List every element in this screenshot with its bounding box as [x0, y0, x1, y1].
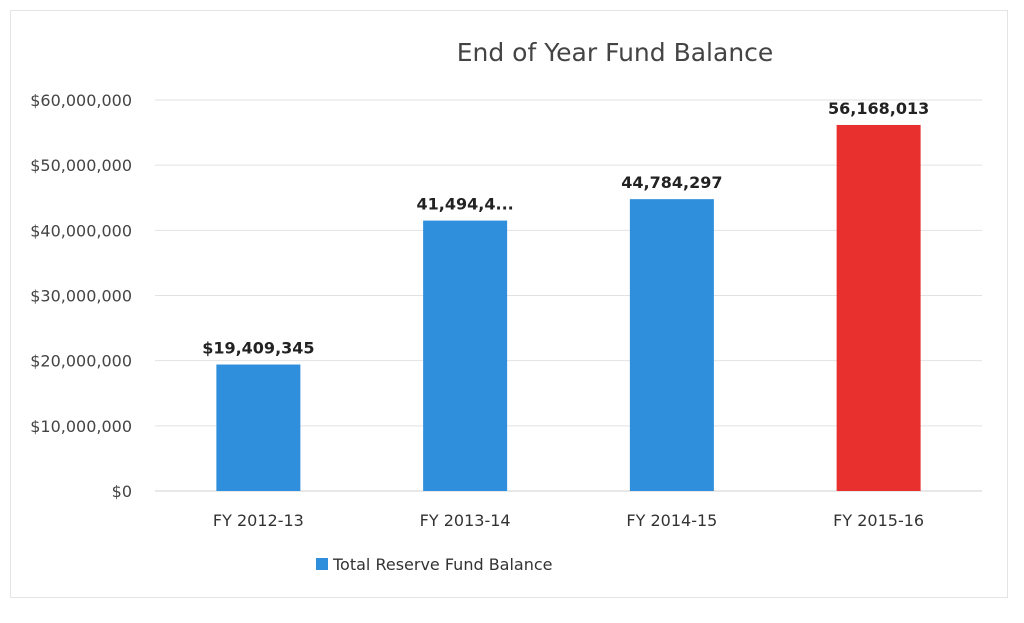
legend: Total Reserve Fund Balance — [316, 555, 553, 574]
y-tick-label: $0 — [112, 482, 132, 501]
y-tick-label: $60,000,000 — [30, 91, 132, 110]
x-tick-label: FY 2015-16 — [833, 511, 924, 530]
y-tick-label: $50,000,000 — [30, 156, 132, 175]
chart-title: End of Year Fund Balance — [457, 38, 774, 67]
data-label: 41,494,4... — [417, 195, 514, 214]
bar — [216, 364, 301, 491]
bar — [836, 124, 921, 492]
bar — [629, 199, 714, 491]
data-label: $19,409,345 — [202, 339, 314, 358]
bar — [423, 220, 508, 491]
x-tick-label: FY 2013-14 — [420, 511, 511, 530]
data-label: 56,168,013 — [828, 99, 929, 118]
y-tick-label: $40,000,000 — [30, 221, 132, 240]
x-tick-label: FY 2012-13 — [213, 511, 304, 530]
x-tick-label: FY 2014-15 — [626, 511, 717, 530]
legend-swatch — [316, 558, 328, 570]
y-tick-label: $20,000,000 — [30, 352, 132, 371]
y-tick-label: $30,000,000 — [30, 287, 132, 306]
legend-label: Total Reserve Fund Balance — [332, 555, 553, 574]
y-tick-label: $10,000,000 — [30, 417, 132, 436]
data-label: 44,784,297 — [621, 173, 722, 192]
chart-frame — [10, 10, 1008, 598]
